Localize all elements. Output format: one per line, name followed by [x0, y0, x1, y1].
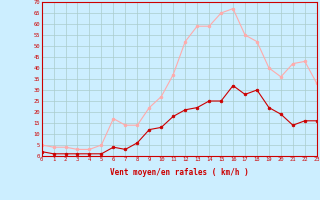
X-axis label: Vent moyen/en rafales ( km/h ): Vent moyen/en rafales ( km/h )	[110, 168, 249, 177]
